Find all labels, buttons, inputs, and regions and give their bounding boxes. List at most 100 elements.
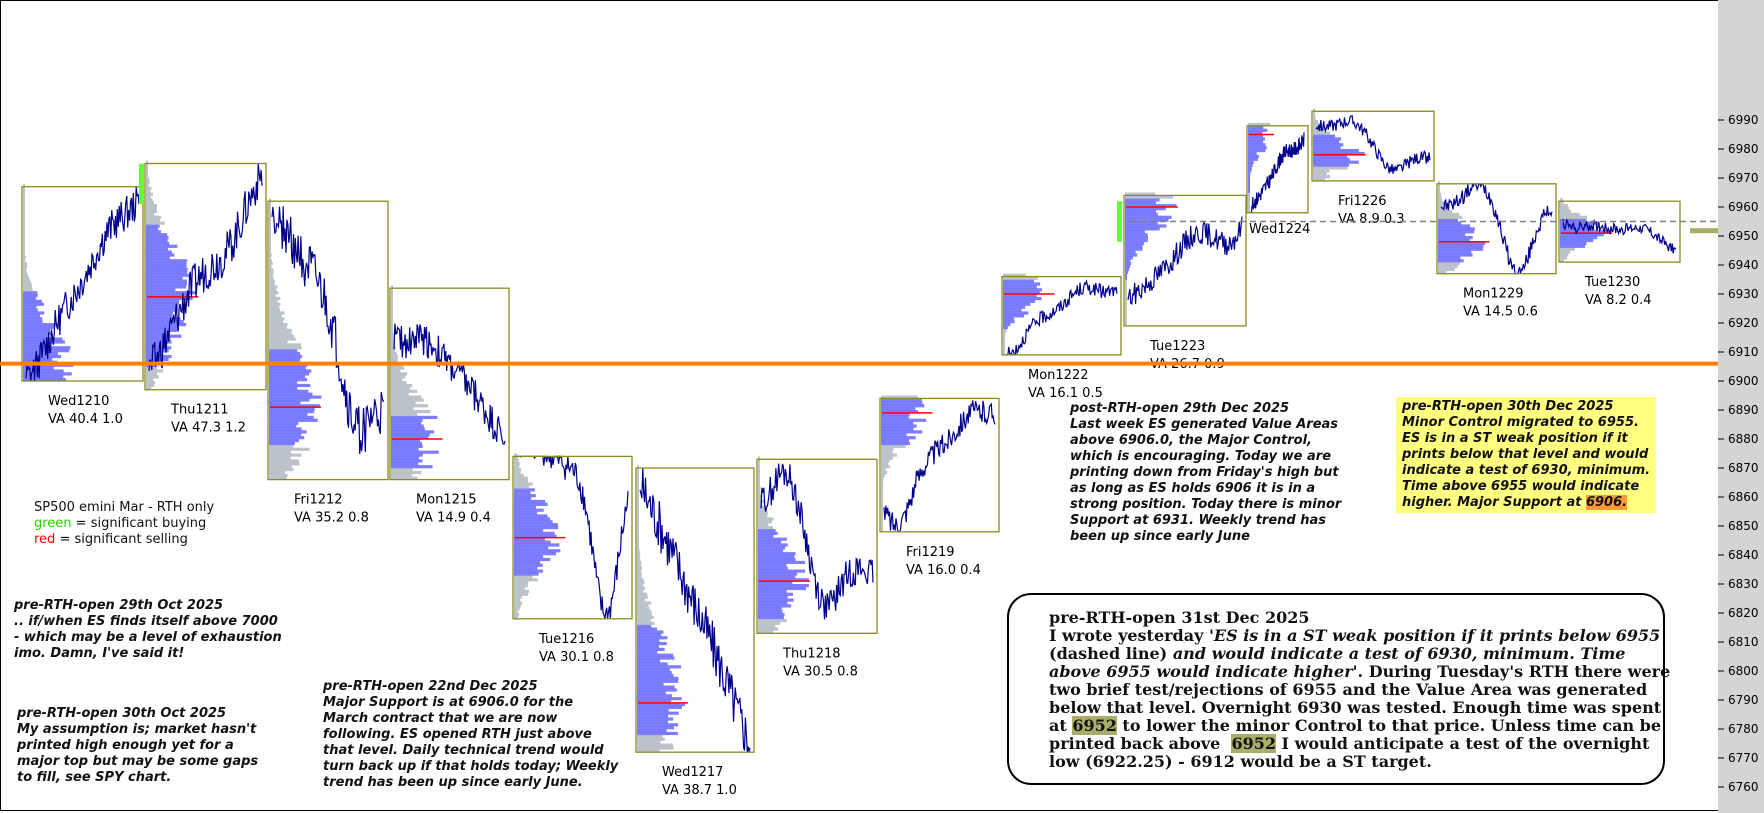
profile-bar	[514, 557, 551, 562]
profile-bar	[1003, 317, 1014, 321]
profile-bar	[1248, 180, 1250, 185]
profile-bar	[1125, 311, 1127, 315]
profile-bar	[391, 299, 393, 303]
profile-bar	[637, 639, 660, 643]
profile-bar	[637, 534, 639, 538]
profile-bar	[269, 250, 271, 254]
profile-bar	[514, 482, 533, 486]
profile-bar	[1003, 328, 1007, 332]
profile-bar	[1438, 253, 1473, 257]
profile-bar	[1313, 178, 1325, 182]
profile-bar	[1248, 178, 1250, 182]
profile-bar	[1313, 143, 1344, 147]
y-tick-label: 6830	[1728, 577, 1759, 591]
profile-bar	[23, 259, 25, 263]
profile-bar	[637, 726, 674, 730]
session-label: Mon1229	[1463, 287, 1524, 302]
profile-bar	[23, 227, 25, 231]
note-31-dec-highlight-1: 6952	[1072, 716, 1117, 735]
profile-bar	[514, 531, 555, 535]
profile-bar	[146, 273, 189, 277]
profile-bar	[637, 557, 641, 562]
profile-bar	[1560, 247, 1575, 251]
profile-bar	[1125, 276, 1127, 280]
profile-bar	[637, 566, 643, 570]
profile-bar	[391, 375, 406, 379]
session-fri1212: Fri1212 VA 35.2 0.8	[267, 198, 389, 526]
profile-bar	[269, 244, 271, 248]
profile-bar	[269, 476, 287, 480]
profile-bar	[1438, 227, 1475, 231]
profile-bar	[637, 584, 644, 588]
profile-bar	[758, 523, 769, 527]
profile-bar	[391, 412, 418, 417]
profile-bar	[146, 247, 169, 251]
y-tick-label: 6910	[1728, 345, 1759, 359]
profile-bar	[146, 349, 169, 353]
profile-bar	[514, 511, 538, 515]
profile-bar	[637, 610, 652, 614]
profile-bar	[1560, 227, 1595, 231]
profile-bar	[146, 340, 172, 344]
profile-bar	[1560, 215, 1588, 219]
profile-bar	[391, 462, 419, 466]
profile-bar	[1003, 343, 1005, 347]
profile-bar	[269, 462, 300, 466]
profile-bar	[758, 569, 806, 573]
session-box	[389, 287, 510, 481]
session-box	[1311, 110, 1435, 182]
profile-bar	[758, 613, 785, 617]
profile-bar	[269, 346, 302, 350]
profile-bar	[1003, 346, 1005, 350]
profile-bar	[146, 369, 164, 373]
profile-bar	[514, 470, 521, 475]
profile-bar	[269, 378, 308, 382]
profile-bar	[1125, 291, 1127, 295]
profile-bar	[1313, 154, 1348, 158]
profile-bar	[269, 459, 299, 463]
profile-bar	[1125, 230, 1145, 234]
profile-bar	[1125, 265, 1131, 269]
profile-bar	[146, 209, 157, 214]
profile-bar	[881, 436, 916, 440]
profile-bar	[23, 302, 44, 306]
legend-red-word: red	[34, 532, 56, 547]
price-line	[393, 323, 506, 445]
profile-bar	[881, 433, 907, 437]
profile-bar	[269, 262, 273, 266]
y-tick-label: 6840	[1728, 548, 1759, 562]
profile-bar	[514, 586, 525, 591]
profile-bar	[1003, 340, 1005, 344]
profile-bar	[23, 270, 28, 274]
profile-bar	[1560, 204, 1568, 208]
profile-bar	[881, 453, 897, 457]
profile-bar	[1438, 221, 1462, 225]
profile-bar	[514, 566, 538, 570]
profile-bar	[269, 305, 280, 309]
profile-bar	[881, 418, 927, 422]
profile-bar	[1438, 265, 1458, 269]
profile-bar	[881, 430, 923, 434]
session-mon1222: Mon1222 VA 16.1 0.5	[1001, 273, 1122, 401]
chart-legend: SP500 emini Mar - RTH only green = signi…	[34, 500, 214, 548]
profile-bar	[1438, 241, 1486, 245]
profile-bar	[23, 299, 42, 303]
profile-bar	[881, 410, 918, 414]
profile-bar	[637, 601, 652, 605]
profile-bar	[1248, 209, 1250, 214]
profile-bar	[1125, 323, 1127, 327]
profile-bar	[637, 650, 658, 654]
profile-bar	[269, 288, 277, 292]
profile-bar	[881, 499, 883, 504]
profile-bar	[758, 563, 787, 567]
session-label: Thu1211	[170, 403, 229, 418]
profile-bar	[391, 468, 413, 472]
profile-bar	[146, 308, 178, 312]
profile-bar	[758, 607, 782, 611]
profile-bar	[758, 627, 779, 631]
profile-bar	[1248, 192, 1250, 196]
profile-bar	[637, 520, 639, 524]
profile-bar	[1248, 122, 1271, 127]
profile-bar	[391, 439, 420, 443]
profile-bar	[758, 482, 760, 486]
